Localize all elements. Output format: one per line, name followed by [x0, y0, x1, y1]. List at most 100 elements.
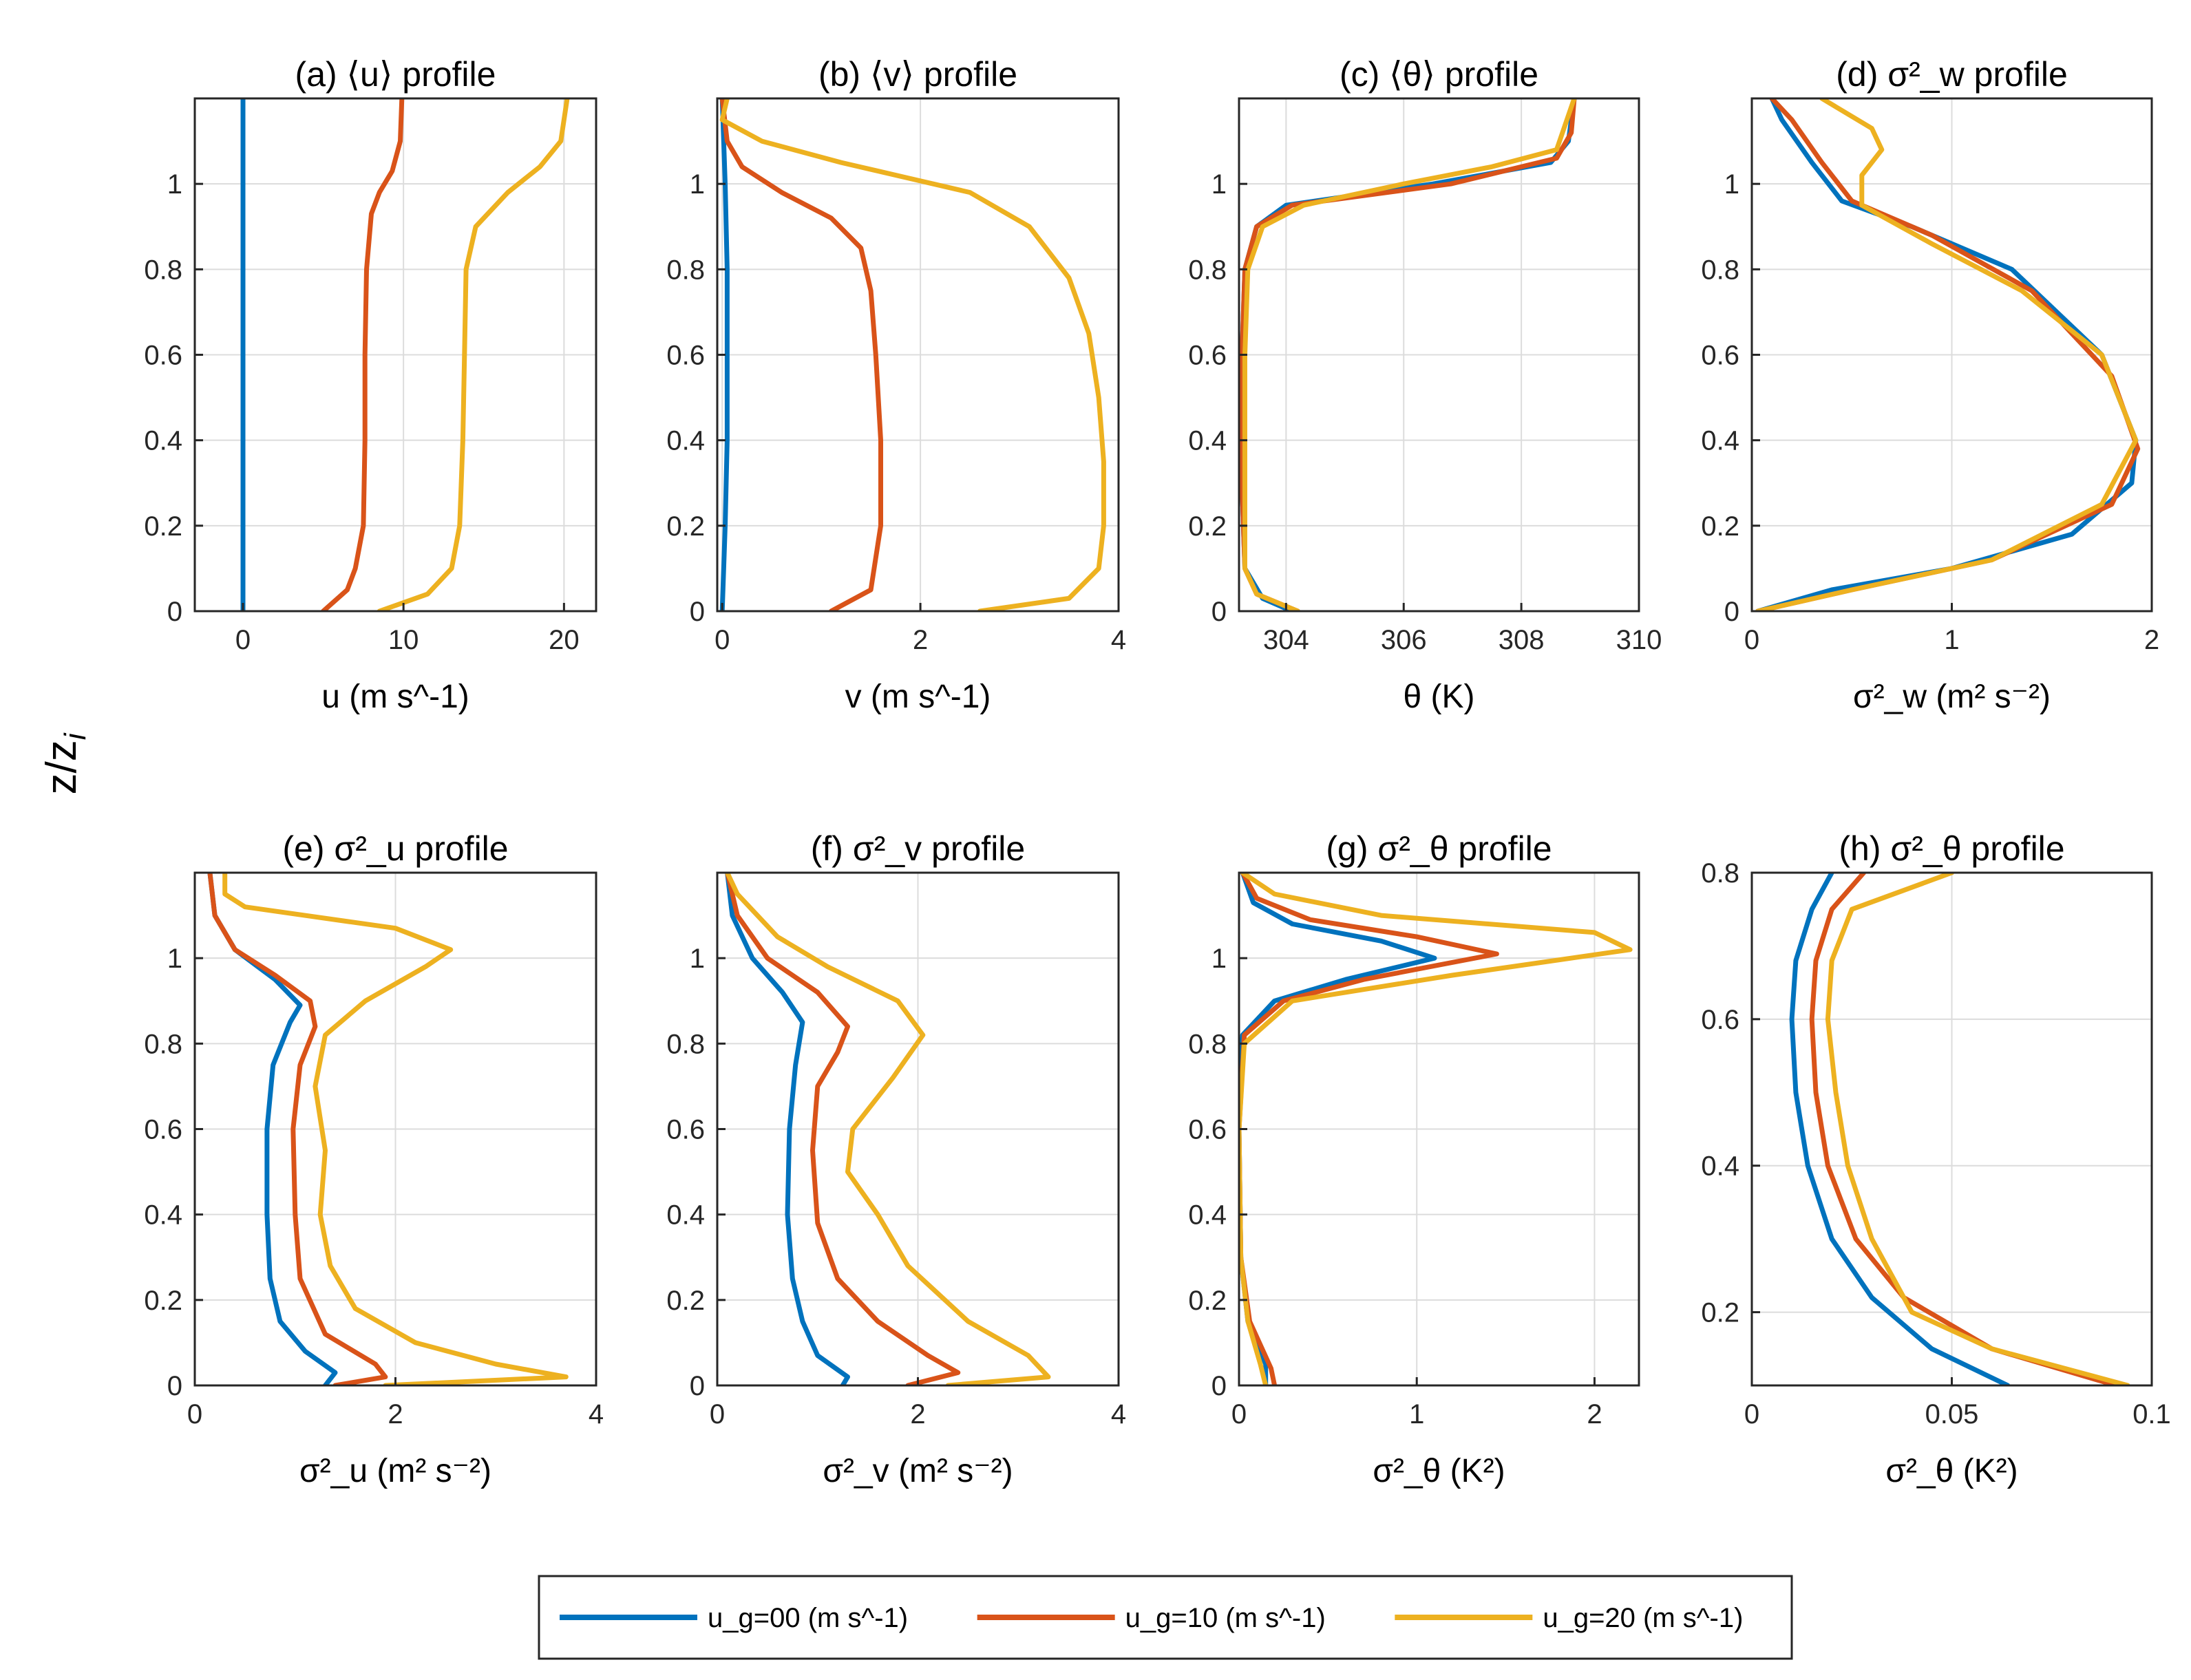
x-tick-label-f-1: 2 — [910, 1399, 925, 1429]
y-tick-label-b-2: 0.4 — [666, 426, 705, 456]
x-axis-label-c: θ (K) — [1403, 679, 1474, 715]
y-tick-label-h-1: 0.4 — [1701, 1151, 1739, 1182]
series-line-ug20-c — [1242, 98, 1577, 611]
x-tick-label-a-1: 10 — [388, 625, 419, 655]
series-line-ug10-f — [725, 873, 961, 1385]
panel-title-f: (f) σ²_v profile — [811, 829, 1025, 868]
x-tick-label-c-1: 306 — [1381, 625, 1427, 655]
x-axis-label-f: σ²_v (m² s⁻²) — [823, 1453, 1013, 1489]
legend: u_g=00 (m s^-1) u_g=10 (m s^-1) u_g=20 (m … — [538, 1575, 1793, 1660]
y-tick-label-f-2: 0.4 — [666, 1200, 705, 1231]
panel-title-e: (e) σ²_u profile — [282, 829, 508, 868]
series-line-ug20-h — [1825, 873, 2130, 1385]
panel-title-b: (b) ⟨v⟩ profile — [818, 55, 1017, 94]
panel-g: 0 1 2 0 0.2 0.4 0.6 0.8 1 (g) σ²_θ profile σ²_θ (K… — [1188, 829, 1640, 1489]
y-tick-label-a-2: 0.4 — [144, 426, 182, 456]
global-y-axis-label: z/zi — [38, 732, 92, 794]
panel-title-d: (d) σ²_w profile — [1836, 55, 2068, 94]
y-tick-label-g-5: 1 — [1211, 944, 1227, 974]
y-tick-label-e-4: 0.8 — [144, 1029, 182, 1059]
y-tick-label-b-5: 1 — [690, 169, 705, 200]
series-line-ug10-h — [1809, 873, 2119, 1385]
x-tick-label-d-0: 0 — [1744, 625, 1759, 655]
x-tick-label-d-2: 2 — [2144, 625, 2159, 655]
y-tick-label-e-2: 0.4 — [144, 1200, 182, 1231]
y-tick-label-a-1: 0.2 — [144, 511, 182, 542]
series-line-ug00-h — [1789, 873, 2011, 1385]
series-line-ug20-b — [719, 98, 1106, 611]
y-tick-label-c-0: 0 — [1211, 597, 1227, 627]
y-tick-label-d-3: 0.6 — [1701, 341, 1739, 371]
series-line-ug10-a — [321, 98, 405, 611]
y-tick-label-f-1: 0.2 — [666, 1286, 705, 1316]
y-tick-label-d-2: 0.4 — [1701, 426, 1739, 456]
panel-e: 0 2 4 0 0.2 0.4 0.6 0.8 1 (e) σ²_u profile σ²_u (m… — [144, 829, 604, 1489]
y-tick-label-e-0: 0 — [167, 1371, 182, 1401]
x-tick-label-c-2: 308 — [1499, 625, 1545, 655]
x-tick-label-f-0: 0 — [710, 1399, 725, 1429]
x-tick-label-g-2: 2 — [1587, 1399, 1602, 1429]
x-axis-label-e: σ²_u (m² s⁻²) — [299, 1453, 491, 1489]
x-tick-label-d-1: 1 — [1944, 625, 1959, 655]
y-tick-label-h-0: 0.2 — [1701, 1298, 1739, 1328]
y-tick-label-c-3: 0.6 — [1188, 341, 1227, 371]
panel-b: 0 2 4 0 0.2 0.4 0.6 0.8 1 (b) ⟨v⟩ profile v (m s^-… — [666, 55, 1126, 715]
panel-title-a: (a) ⟨u⟩ profile — [295, 55, 496, 94]
panel-h: 0 0.05 0.1 0.2 0.4 0.6 0.8 (h) σ²_θ profile σ²_θ… — [1701, 829, 2170, 1489]
y-tick-label-f-5: 1 — [690, 944, 705, 974]
y-tick-label-d-4: 0.8 — [1701, 255, 1739, 285]
y-tick-label-a-3: 0.6 — [144, 341, 182, 371]
x-tick-label-b-0: 0 — [715, 625, 730, 655]
panel-c: 304 306 308 310 0 0.2 0.4 0.6 0.8 1 (c) ⟨θ⟩ profil… — [1188, 55, 1662, 715]
x-tick-label-b-1: 2 — [913, 625, 928, 655]
y-tick-label-b-4: 0.8 — [666, 255, 705, 285]
y-tick-label-e-5: 1 — [167, 944, 182, 974]
x-tick-label-a-0: 0 — [235, 625, 251, 655]
y-tick-label-g-2: 0.4 — [1188, 1200, 1227, 1231]
legend-label-ug00: u_g=00 (m s^-1) — [708, 1603, 908, 1633]
y-tick-label-f-4: 0.8 — [666, 1029, 705, 1059]
series-line-ug10-e — [207, 873, 388, 1385]
legend-label-ug10: u_g=10 (m s^-1) — [1125, 1603, 1326, 1633]
series-line-ug20-g — [1239, 873, 1633, 1385]
panel-title-h: (h) σ²_θ profile — [1839, 829, 2064, 868]
series-line-ug00-f — [725, 873, 850, 1385]
y-tick-label-g-0: 0 — [1211, 1371, 1227, 1401]
y-tick-label-d-1: 0.2 — [1701, 511, 1739, 542]
x-tick-label-g-0: 0 — [1231, 1399, 1247, 1429]
legend-label-ug20: u_g=20 (m s^-1) — [1543, 1603, 1743, 1633]
y-tick-label-a-4: 0.8 — [144, 255, 182, 285]
x-tick-label-c-3: 310 — [1616, 625, 1662, 655]
y-tick-label-e-1: 0.2 — [144, 1286, 182, 1316]
x-axis-label-h: σ²_θ (K²) — [1885, 1453, 2018, 1489]
y-tick-label-b-3: 0.6 — [666, 341, 705, 371]
y-tick-label-h-3: 0.8 — [1701, 858, 1739, 889]
y-tick-label-b-1: 0.2 — [666, 511, 705, 542]
series-line-ug10-b — [719, 98, 883, 611]
y-tick-label-c-4: 0.8 — [1188, 255, 1227, 285]
panel-f: 0 2 4 0 0.2 0.4 0.6 0.8 1 (f) σ²_v profile σ²_v (m… — [666, 829, 1126, 1489]
x-axis-label-a: u (m s^-1) — [321, 679, 469, 715]
y-tick-label-a-5: 1 — [167, 169, 182, 200]
panel-d: 0 1 2 0 0.2 0.4 0.6 0.8 1 (d) σ²_w profile σ²_w (m… — [1701, 55, 2159, 715]
y-tick-label-e-3: 0.6 — [144, 1115, 182, 1145]
y-tick-label-g-1: 0.2 — [1188, 1286, 1227, 1316]
x-tick-label-a-2: 20 — [549, 625, 580, 655]
x-tick-label-f-2: 4 — [1111, 1399, 1126, 1429]
y-tick-label-f-0: 0 — [690, 1371, 705, 1401]
x-tick-label-b-2: 4 — [1111, 625, 1126, 655]
y-tick-label-d-5: 1 — [1724, 169, 1739, 200]
series-line-ug20-e — [222, 873, 569, 1385]
y-tick-label-g-3: 0.6 — [1188, 1115, 1227, 1145]
series-line-ug20-f — [725, 873, 1051, 1385]
y-tick-label-c-5: 1 — [1211, 169, 1227, 200]
y-tick-label-c-1: 0.2 — [1188, 511, 1227, 542]
series-line-ug20-a — [377, 98, 570, 611]
panel-title-g: (g) σ²_θ profile — [1326, 829, 1552, 868]
x-tick-label-e-2: 4 — [589, 1399, 604, 1429]
x-axis-label-g: σ²_θ (K²) — [1373, 1453, 1505, 1489]
y-tick-label-d-0: 0 — [1724, 597, 1739, 627]
legend-box — [538, 1575, 1793, 1660]
